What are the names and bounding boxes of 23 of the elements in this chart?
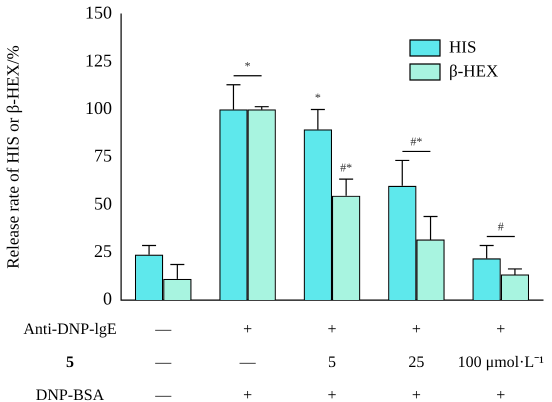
x-tick-label: — — — bbox=[154, 321, 172, 402]
annotation: #* bbox=[410, 134, 422, 149]
y-tick-label: 150 bbox=[85, 2, 112, 23]
x-tick-label: + 100 μmol·L⁻¹ + bbox=[458, 321, 544, 402]
annotation: * bbox=[314, 90, 321, 105]
y-axis-title: Release rate of HIS or β-HEX/% bbox=[4, 45, 23, 269]
annotation: * bbox=[244, 58, 251, 73]
legend-label: HIS bbox=[449, 37, 476, 56]
y-tick-label: 25 bbox=[94, 241, 112, 262]
y-tick-label: 50 bbox=[94, 193, 112, 214]
y-tick-label: 100 bbox=[85, 98, 112, 118]
annotation: #* bbox=[340, 160, 352, 174]
legend-label: β-HEX bbox=[449, 61, 498, 80]
y-tick-label: 0 bbox=[103, 288, 112, 309]
x-tick-label: + 5 + bbox=[327, 321, 337, 402]
y-tick-label: 125 bbox=[85, 50, 112, 70]
text: Anti-DNP-lgE bbox=[23, 321, 117, 338]
x-tick-label: + — + bbox=[238, 321, 257, 402]
x-tick-label: + 25 + bbox=[408, 321, 424, 402]
annotation: # bbox=[498, 220, 504, 234]
y-tick-label: 75 bbox=[94, 146, 112, 166]
text: DNP-BSA bbox=[36, 387, 105, 402]
text: 5 bbox=[66, 354, 74, 372]
